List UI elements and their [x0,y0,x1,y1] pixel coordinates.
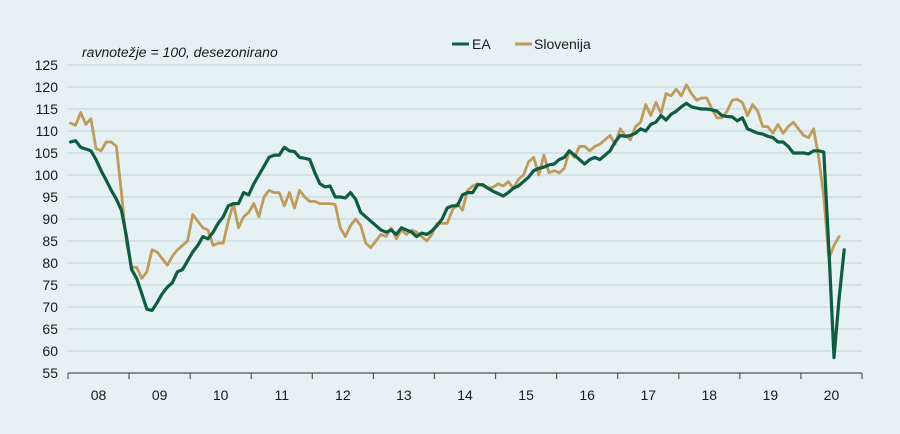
y-tick-label: 125 [35,57,59,73]
x-tick-label: 16 [579,387,595,403]
y-tick-label: 70 [42,299,58,315]
x-tick-label: 18 [702,387,718,403]
y-tick-label: 95 [42,189,58,205]
legend-item-slovenija[interactable]: Slovenija [515,36,591,52]
x-tick-label: 10 [213,387,229,403]
x-tick-label: 14 [457,387,473,403]
y-tick-label: 115 [36,101,59,117]
x-tick-label: 17 [640,387,656,403]
y-tick-label: 110 [36,123,59,139]
x-tick-label: 12 [335,387,351,403]
x-axis-tick-labels: 08 09 10 11 12 13 14 15 16 17 18 19 20 [91,387,840,403]
x-tick-label: 08 [91,387,107,403]
series-lines [68,83,846,360]
legend-item-ea[interactable]: EA [452,36,491,52]
gridlines [68,64,862,352]
y-tick-label: 120 [35,79,59,95]
x-tick-label: 20 [824,387,840,403]
y-axis-tick-labels: 55 60 65 70 75 80 85 90 95 100 105 110 115 120 125 [35,57,59,381]
y-tick-label: 105 [35,145,59,161]
x-tick-label: 19 [763,387,779,403]
series-line-slovenija [69,83,841,280]
x-tick-label: 09 [152,387,168,403]
y-tick-label: 75 [42,277,58,293]
y-tick-label: 55 [42,365,58,381]
y-tick-label: 90 [42,211,58,227]
y-tick-label: 80 [42,255,58,271]
x-tick-label: 13 [396,387,412,403]
series-line-ea [68,101,846,360]
y-tick-label: 65 [42,321,58,337]
legend: EA Slovenija [452,36,591,52]
x-axis [67,372,863,379]
chart-annotation: ravnotežje = 100, desezonirano [82,44,278,60]
y-tick-label: 100 [35,167,59,183]
y-tick-label: 60 [42,343,58,359]
x-tick-label: 11 [274,387,289,403]
legend-label-slovenija: Slovenija [534,36,591,52]
legend-label-ea: EA [472,36,491,52]
x-tick-label: 15 [518,387,534,403]
y-tick-label: 85 [42,233,58,249]
